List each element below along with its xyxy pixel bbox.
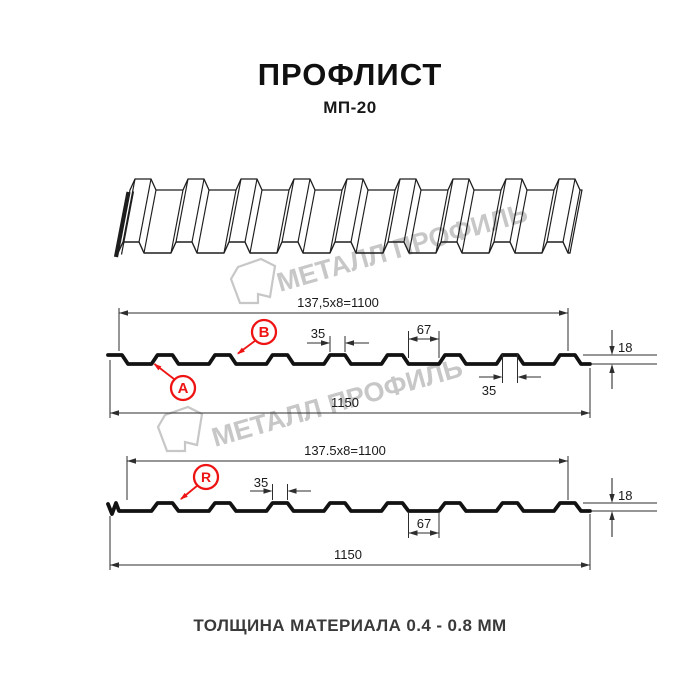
rib-edge-line xyxy=(493,178,507,243)
valley-width-dimension: 67 xyxy=(417,322,431,337)
dim-arrowhead xyxy=(321,340,330,346)
cross-section-bottom: 137.5x8=1100 1150 35 67 18 R xyxy=(106,443,657,570)
profile-3d-view xyxy=(113,178,583,258)
rib-edge-line xyxy=(562,178,576,243)
dim-arrowhead xyxy=(287,488,297,494)
watermark-brand-upper: МЕТАЛЛ ПРОФИЛЬ xyxy=(229,197,531,305)
face-b-badge xyxy=(250,318,278,346)
module-dimension-top: 137,5x8=1100 xyxy=(297,295,379,310)
brand-logo-icon xyxy=(156,405,204,453)
dim-arrowhead xyxy=(408,530,418,536)
dim-arrowhead xyxy=(110,562,119,568)
rib-edge-line xyxy=(297,178,311,243)
rib-edge-line xyxy=(175,178,189,243)
watermark-text: МЕТАЛЛ ПРОФИЛЬ xyxy=(273,197,531,297)
crest-width-dimension: 35 xyxy=(311,326,325,341)
dim-arrowhead xyxy=(430,336,439,342)
dim-arrowhead xyxy=(517,374,527,380)
valley-width-dimension: 67 xyxy=(417,516,431,531)
rib-edge-line xyxy=(355,189,369,254)
rib-edge-line xyxy=(276,189,290,254)
dim-arrowhead xyxy=(609,511,615,520)
rib-edge-line xyxy=(546,178,560,243)
face-b-label: В xyxy=(259,324,270,341)
leader-arrowhead xyxy=(153,363,162,371)
rib-edge-line xyxy=(122,178,136,243)
overall-dimension-top: 1150 xyxy=(331,395,359,410)
dim-arrowhead xyxy=(408,336,418,342)
rib-edge-line xyxy=(435,189,449,254)
rib-edge-line xyxy=(440,178,454,243)
rib-edge-line xyxy=(350,178,364,243)
rib-edge-line xyxy=(196,189,210,254)
sheet-cut-edge-inner xyxy=(120,191,135,255)
rib-edge-line xyxy=(408,189,422,254)
rib-edge-line xyxy=(191,178,205,243)
brand-logo-icon xyxy=(229,257,277,305)
dim-arrowhead xyxy=(559,310,568,316)
sheet-back-edge xyxy=(129,178,583,191)
rib-edge-line xyxy=(541,189,555,254)
rib-edge-line xyxy=(387,178,401,243)
page-subtitle: МП-20 xyxy=(323,98,377,117)
rib-edge-line xyxy=(249,189,263,254)
rib-edge-line xyxy=(302,189,316,254)
rib-edge-line xyxy=(461,189,475,254)
dim-arrowhead xyxy=(609,494,615,503)
rib-edge-line xyxy=(382,189,396,254)
dim-arrowhead xyxy=(110,410,119,416)
profile-outline-bottom xyxy=(106,501,592,516)
crest-width-dimension: 35 xyxy=(254,475,268,490)
dim-arrowhead xyxy=(119,310,128,316)
rib-edge-line xyxy=(329,189,343,254)
rib-edge-line xyxy=(488,189,502,254)
leader-arrowhead xyxy=(180,492,188,500)
rib-edge-line xyxy=(514,189,528,254)
profile-outline-top xyxy=(106,353,592,366)
sheet-cut-edge xyxy=(113,191,131,258)
height-dimension-top: 18 xyxy=(618,340,632,355)
rib-edge-line xyxy=(509,178,523,243)
dim-arrowhead xyxy=(609,346,615,355)
leader-arrowhead xyxy=(237,347,245,355)
dim-arrowhead xyxy=(493,374,503,380)
material-thickness-note: ТОЛЩИНА МАТЕРИАЛА 0.4 - 0.8 ММ xyxy=(193,616,507,635)
reverse-side-badge xyxy=(192,463,220,491)
dim-arrowhead xyxy=(345,340,354,346)
dim-arrowhead xyxy=(559,458,568,464)
rib-edge-line xyxy=(223,189,237,254)
page-title: ПРОФЛИСТ xyxy=(257,57,443,92)
dim-arrowhead xyxy=(263,488,273,494)
dim-arrowhead xyxy=(581,410,590,416)
rib-edge-line xyxy=(228,178,242,243)
reverse-side-label: R xyxy=(201,469,211,485)
rib-edge-line xyxy=(244,178,258,243)
rib-edge-line xyxy=(138,178,152,243)
overall-dimension-bottom: 1150 xyxy=(334,547,362,562)
face-a-label: А xyxy=(178,380,189,397)
crest-width-dimension-bottom: 35 xyxy=(482,383,496,398)
dim-arrowhead xyxy=(581,562,590,568)
rib-edge-line xyxy=(281,178,295,243)
dim-arrowhead xyxy=(127,458,136,464)
rib-edge-line xyxy=(567,189,581,254)
watermark-brand-lower: МЕТАЛЛ ПРОФИЛЬ xyxy=(156,352,466,453)
rib-edge-line xyxy=(334,178,348,243)
dim-arrowhead xyxy=(430,530,439,536)
dim-arrowhead xyxy=(609,364,615,373)
sheet-right-edge xyxy=(569,189,583,254)
module-dimension-bottom: 137.5x8=1100 xyxy=(304,443,386,458)
rib-edge-line xyxy=(170,189,184,254)
rib-edge-line xyxy=(456,178,470,243)
face-a-badge xyxy=(169,374,197,402)
height-dimension-bottom: 18 xyxy=(618,488,632,503)
rib-edge-line xyxy=(143,189,157,254)
rib-edge-line xyxy=(403,178,417,243)
cross-section-top: 137,5x8=1100 1150 35 67 35 18 А В xyxy=(106,295,657,418)
